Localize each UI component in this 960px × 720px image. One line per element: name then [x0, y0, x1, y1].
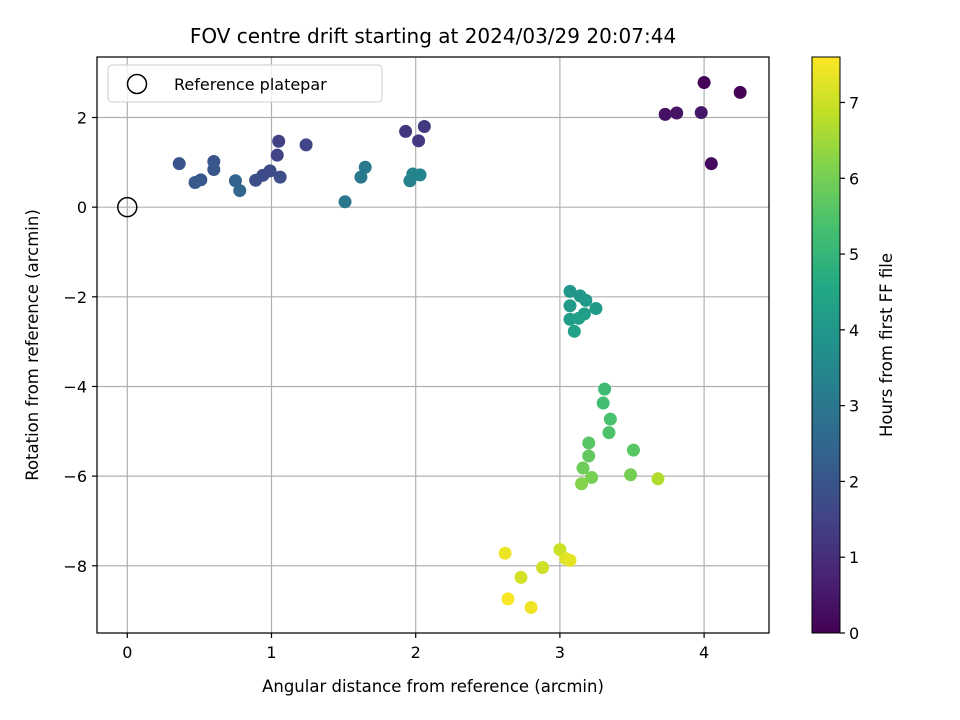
x-tick-label: 1	[266, 643, 276, 662]
data-point	[585, 470, 599, 484]
colorbar-tick-label: 1	[849, 548, 859, 567]
data-point	[602, 426, 616, 440]
legend-reference-marker-icon	[126, 73, 148, 95]
data-point	[514, 570, 528, 584]
data-points	[172, 76, 747, 614]
data-point	[412, 134, 426, 148]
data-point	[358, 160, 372, 174]
data-point	[498, 546, 512, 560]
data-point	[572, 311, 586, 325]
data-point	[172, 157, 186, 171]
colorbar-tick-label: 6	[849, 169, 859, 188]
y-axis-ticks: −8 −6 −4 −2 0 2	[63, 109, 97, 576]
data-point	[563, 284, 577, 298]
data-point	[233, 184, 247, 198]
data-point	[272, 134, 286, 148]
data-point	[563, 553, 577, 567]
data-point	[624, 468, 638, 482]
colorbar-ticks: 0 1 2 3 4 5 6 7	[840, 93, 859, 643]
data-point	[338, 195, 352, 209]
legend-entry-reference: Reference platepar	[174, 75, 327, 94]
data-point	[694, 106, 708, 120]
data-point	[563, 299, 577, 313]
colorbar: 0 1 2 3 4 5 6 7 Hours from first FF file	[811, 56, 896, 643]
y-tick-label: −4	[63, 377, 87, 396]
x-tick-label: 4	[699, 643, 709, 662]
colorbar-tick-label: 7	[849, 93, 859, 112]
data-point	[249, 173, 263, 187]
data-point	[576, 461, 590, 475]
data-point	[697, 76, 711, 90]
data-point	[575, 477, 589, 491]
data-point	[626, 443, 640, 457]
y-tick-label: −2	[63, 288, 87, 307]
data-point	[582, 436, 596, 450]
y-tick-label: 0	[77, 198, 87, 217]
grid	[97, 57, 769, 633]
colorbar-tick-label: 2	[849, 472, 859, 491]
chart-title: FOV centre drift starting at 2024/03/29 …	[190, 24, 676, 48]
data-point	[651, 472, 665, 486]
data-point	[413, 168, 427, 182]
y-tick-label: 2	[77, 109, 87, 128]
data-point	[501, 592, 515, 606]
data-point	[399, 124, 413, 138]
data-point	[354, 170, 368, 184]
data-point	[704, 157, 718, 171]
reference-marker-layer	[117, 196, 138, 218]
data-point	[670, 106, 684, 120]
x-axis-ticks: 0 1 2 3 4	[122, 633, 709, 662]
x-tick-label: 2	[411, 643, 421, 662]
plot-area-frame	[96, 56, 770, 634]
y-axis-label: Rotation from reference (arcmin)	[23, 209, 42, 481]
colorbar-gradient	[811, 56, 841, 634]
data-point	[536, 561, 550, 575]
colorbar-tick-label: 4	[849, 321, 859, 340]
colorbar-label: Hours from first FF file	[877, 253, 896, 437]
x-tick-label: 0	[122, 643, 132, 662]
x-axis-label: Angular distance from reference (arcmin)	[262, 677, 604, 696]
y-tick-label: −6	[63, 467, 87, 486]
data-point	[207, 163, 221, 177]
colorbar-tick-label: 0	[849, 624, 859, 643]
data-point	[188, 176, 202, 190]
data-point	[524, 600, 538, 614]
y-tick-label: −8	[63, 557, 87, 576]
data-point	[579, 293, 593, 307]
data-point	[582, 449, 596, 463]
data-point	[658, 107, 672, 121]
data-point	[273, 170, 287, 184]
colorbar-tick-label: 5	[849, 245, 859, 264]
data-point	[228, 174, 242, 188]
data-point	[299, 138, 313, 152]
x-tick-label: 3	[555, 643, 565, 662]
data-point	[417, 119, 431, 133]
legend: Reference platepar	[107, 64, 383, 103]
colorbar-tick-label: 3	[849, 397, 859, 416]
data-point	[596, 396, 610, 410]
data-point	[598, 382, 612, 396]
data-point	[589, 301, 603, 315]
data-point	[270, 148, 284, 162]
legend-box	[107, 64, 383, 103]
reference-platepar-marker	[117, 196, 138, 218]
data-point	[567, 324, 581, 338]
data-point	[733, 85, 747, 99]
data-point	[603, 412, 617, 426]
